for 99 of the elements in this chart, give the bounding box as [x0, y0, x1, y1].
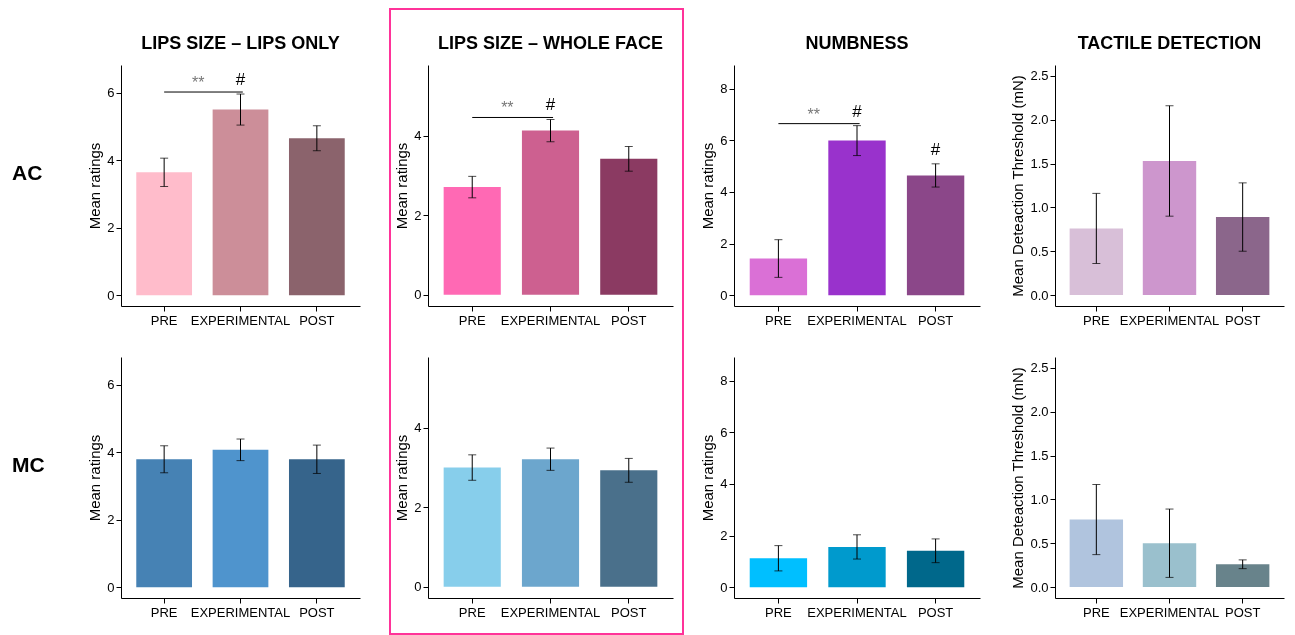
y-tick-label: 8	[720, 81, 728, 97]
y-axis-title: Mean ratings	[86, 142, 104, 230]
x-tick-label: PRE	[765, 312, 793, 328]
y-axis-title: Mean ratings	[393, 434, 411, 522]
bar	[1215, 217, 1270, 296]
x-tick-label: POST	[611, 604, 647, 620]
bar	[1069, 228, 1124, 296]
y-tick-label: 4	[720, 184, 728, 200]
x-tick-label: EXPERIMENTAL	[807, 604, 907, 620]
bar	[1215, 564, 1270, 588]
bar	[749, 258, 808, 296]
y-tick-label: 0	[720, 287, 728, 303]
x-tick-label: PRE	[765, 604, 793, 620]
y-tick-label: 4	[107, 444, 115, 460]
y-tick-label: 1.0	[1030, 491, 1049, 507]
x-tick-label: POST	[1224, 604, 1261, 620]
y-tick-label: 0.0	[1030, 287, 1049, 303]
y-axis-title: Mean Deteaction Threshold (mN)	[1009, 367, 1027, 589]
y-tick-label: 6	[720, 132, 728, 148]
x-tick-label: POST	[299, 604, 335, 620]
x-tick-label: EXPERIMENTAL	[500, 604, 601, 620]
x-tick-label: EXPERIMENTAL	[1119, 312, 1220, 328]
y-tick-label: 2	[720, 528, 728, 544]
bar	[1069, 519, 1124, 588]
bar	[1142, 543, 1197, 588]
y-tick-label: 0	[414, 287, 422, 303]
x-tick-label: EXPERIMENTAL	[807, 312, 907, 328]
annotation: #	[852, 101, 863, 121]
x-tick-label: POST	[299, 312, 335, 328]
y-tick-label: 6	[107, 85, 115, 101]
y-tick-label: 2	[107, 512, 115, 528]
y-tick-label: 8	[720, 373, 728, 389]
y-tick-label: 2.0	[1030, 404, 1049, 420]
chart-title: LIPS SIZE – LIPS ONLY	[141, 33, 340, 53]
y-tick-label: 4	[414, 420, 422, 436]
y-tick-label: 2	[107, 220, 115, 236]
bar	[521, 459, 580, 587]
y-axis-title: Mean ratings	[86, 434, 104, 522]
y-tick-label: 2.0	[1030, 112, 1049, 128]
y-tick-label: 2.5	[1030, 68, 1049, 84]
x-tick-label: PRE	[458, 604, 486, 620]
y-tick-label: 1.5	[1030, 448, 1049, 464]
bar	[288, 138, 345, 296]
y-tick-label: 0	[720, 579, 728, 595]
y-tick-label: 0.0	[1030, 579, 1049, 595]
chart-title: NUMBNESS	[805, 33, 909, 53]
x-tick-label: EXPERIMENTAL	[190, 604, 291, 620]
y-tick-label: 4	[720, 476, 728, 492]
y-tick-label: 1.5	[1030, 156, 1049, 172]
x-tick-label: POST	[1224, 312, 1261, 328]
y-tick-label: 4	[414, 128, 422, 144]
y-tick-label: 0	[107, 579, 115, 595]
bar	[1142, 160, 1197, 296]
x-tick-label: POST	[917, 604, 954, 620]
bar	[828, 140, 886, 296]
bar	[136, 172, 193, 296]
y-tick-label: 0	[107, 287, 115, 303]
y-axis-title: Mean ratings	[699, 434, 717, 522]
x-tick-label: PRE	[150, 312, 178, 328]
annotation: #	[235, 70, 246, 90]
text: MC	[12, 453, 45, 478]
x-tick-label: PRE	[1082, 312, 1111, 328]
bar	[600, 470, 658, 587]
y-tick-label: 6	[107, 377, 115, 393]
bar	[600, 158, 658, 295]
x-tick-label: PRE	[458, 312, 486, 328]
y-tick-label: 0.5	[1030, 243, 1049, 259]
y-tick-label: 0	[414, 579, 422, 595]
y-tick-label: 1.0	[1030, 199, 1049, 215]
y-tick-label: 6	[720, 424, 728, 440]
y-tick-label: 2	[720, 236, 728, 252]
x-tick-label: POST	[917, 312, 954, 328]
y-axis-title: Mean ratings	[699, 142, 717, 230]
chart-title: LIPS SIZE – WHOLE FACE	[437, 33, 664, 53]
x-tick-label: EXPERIMENTAL	[1119, 604, 1220, 620]
bar	[212, 109, 269, 296]
bar	[521, 130, 580, 295]
y-tick-label: 2	[414, 499, 422, 515]
x-tick-label: EXPERIMENTAL	[190, 312, 291, 328]
annotation: **	[192, 74, 205, 92]
y-tick-label: 2	[414, 207, 422, 223]
y-tick-label: 2.5	[1030, 360, 1049, 376]
y-axis-title: Mean Deteaction Threshold (mN)	[1009, 75, 1027, 297]
bar	[906, 175, 965, 296]
annotation: **	[501, 99, 514, 117]
chart-title: TACTILE DETECTION	[1077, 33, 1262, 53]
y-tick-label: 4	[107, 152, 115, 168]
x-tick-label: EXPERIMENTAL	[500, 312, 601, 328]
bar	[443, 467, 501, 587]
y-axis-title: Mean ratings	[393, 142, 411, 230]
y-tick-label: 0.5	[1030, 535, 1049, 551]
x-tick-label: PRE	[1082, 604, 1111, 620]
annotation: #	[930, 139, 941, 159]
x-tick-label: POST	[611, 312, 647, 328]
bar	[443, 187, 501, 295]
annotation: #	[545, 95, 556, 115]
text: AC	[12, 161, 43, 186]
x-tick-label: PRE	[150, 604, 178, 620]
annotation: **	[807, 105, 820, 123]
